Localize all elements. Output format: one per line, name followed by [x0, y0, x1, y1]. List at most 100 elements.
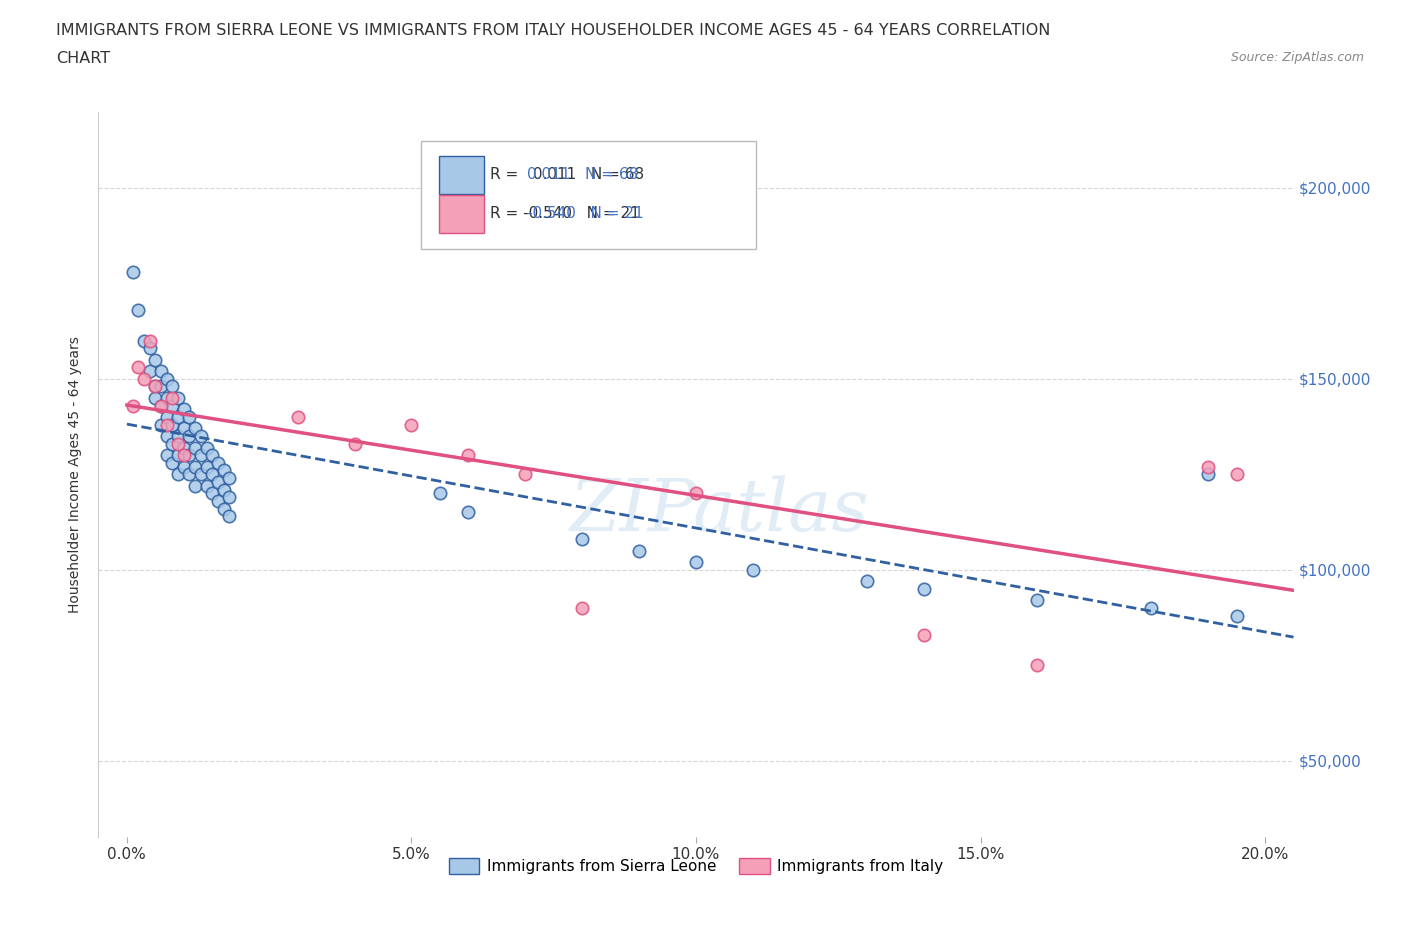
Point	[218, 471, 240, 485]
Text: Source: ZipAtlas.com: Source: ZipAtlas.com	[1230, 51, 1364, 64]
Point	[571, 532, 593, 547]
Point	[195, 478, 218, 493]
Point	[184, 478, 207, 493]
Point	[912, 627, 935, 642]
Point	[138, 341, 160, 356]
Point	[207, 474, 229, 489]
Point	[1197, 459, 1219, 474]
Point	[143, 352, 166, 367]
Point	[184, 459, 207, 474]
Point	[201, 447, 224, 462]
Point	[162, 436, 184, 451]
Text: IMMIGRANTS FROM SIERRA LEONE VS IMMIGRANTS FROM ITALY HOUSEHOLDER INCOME AGES 45: IMMIGRANTS FROM SIERRA LEONE VS IMMIGRAN…	[56, 23, 1050, 38]
Point	[173, 421, 195, 436]
Point	[143, 379, 166, 394]
Point	[162, 391, 184, 405]
Point	[156, 447, 179, 462]
Point	[179, 409, 201, 424]
Point	[912, 581, 935, 596]
Text: -0.540   N = 21: -0.540 N = 21	[527, 206, 644, 221]
Point	[195, 459, 218, 474]
Point	[207, 456, 229, 471]
Point	[212, 501, 235, 516]
Point	[401, 418, 423, 432]
Point	[167, 436, 190, 451]
Point	[167, 409, 190, 424]
Point	[143, 379, 166, 394]
Point	[132, 371, 155, 386]
Point	[212, 482, 235, 497]
Point	[1197, 467, 1219, 482]
Point	[741, 563, 763, 578]
Point	[343, 436, 366, 451]
Point	[156, 409, 179, 424]
Point	[138, 364, 160, 379]
Point	[156, 418, 179, 432]
Point	[150, 418, 173, 432]
Point	[1026, 658, 1049, 672]
Point	[457, 505, 479, 520]
Point	[121, 264, 143, 279]
Point	[150, 398, 173, 413]
Point	[1140, 601, 1163, 616]
Point	[167, 467, 190, 482]
Legend: Immigrants from Sierra Leone, Immigrants from Italy: Immigrants from Sierra Leone, Immigrants…	[443, 852, 949, 880]
Point	[162, 456, 184, 471]
Point	[207, 494, 229, 509]
Point	[173, 440, 195, 455]
Point	[156, 429, 179, 444]
Point	[179, 429, 201, 444]
Point	[138, 333, 160, 348]
Text: ZIPatlas: ZIPatlas	[569, 475, 870, 546]
Point	[1226, 608, 1249, 623]
Text: CHART: CHART	[56, 51, 110, 66]
Point	[571, 601, 593, 616]
Point	[190, 467, 212, 482]
Point	[287, 409, 309, 424]
Text: R =   0.011   N = 68: R = 0.011 N = 68	[491, 167, 644, 182]
Point	[173, 459, 195, 474]
Point	[173, 447, 195, 462]
Point	[685, 486, 707, 501]
Point	[162, 379, 184, 394]
Text: R = -0.540   N = 21: R = -0.540 N = 21	[491, 206, 640, 221]
Point	[457, 447, 479, 462]
Point	[132, 333, 155, 348]
Point	[179, 447, 201, 462]
Point	[150, 379, 173, 394]
Point	[162, 398, 184, 413]
Point	[156, 371, 179, 386]
FancyBboxPatch shape	[439, 156, 485, 193]
Point	[515, 467, 537, 482]
Point	[167, 447, 190, 462]
Point	[855, 574, 877, 589]
Point	[429, 486, 451, 501]
Point	[184, 440, 207, 455]
Point	[150, 398, 173, 413]
Point	[167, 429, 190, 444]
Point	[121, 398, 143, 413]
Point	[127, 360, 149, 375]
Point	[167, 391, 190, 405]
Y-axis label: Householder Income Ages 45 - 64 years: Householder Income Ages 45 - 64 years	[69, 336, 83, 613]
FancyBboxPatch shape	[422, 140, 756, 249]
Point	[179, 467, 201, 482]
Point	[1026, 592, 1049, 607]
Point	[127, 302, 149, 317]
Point	[212, 463, 235, 478]
Point	[162, 418, 184, 432]
Point	[201, 467, 224, 482]
Point	[156, 391, 179, 405]
Point	[184, 421, 207, 436]
Point	[190, 429, 212, 444]
Point	[143, 391, 166, 405]
Point	[628, 543, 651, 558]
Point	[195, 440, 218, 455]
Point	[201, 486, 224, 501]
Point	[218, 509, 240, 524]
Point	[685, 554, 707, 569]
Point	[173, 402, 195, 417]
Point	[190, 447, 212, 462]
Point	[150, 364, 173, 379]
Text: 0.011   N = 68: 0.011 N = 68	[527, 167, 638, 182]
